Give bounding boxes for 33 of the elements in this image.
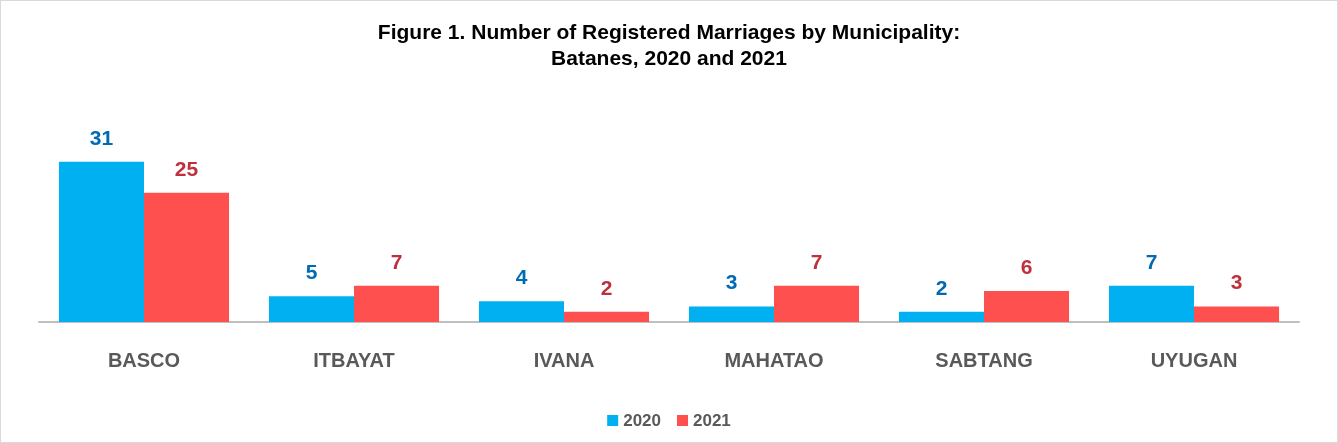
legend-label: 2020 — [623, 411, 662, 430]
bar — [984, 290, 1070, 322]
data-label: 7 — [1145, 249, 1158, 273]
data-label: 25 — [174, 156, 199, 180]
bar — [354, 285, 440, 322]
x-tick-label: UYUGAN — [1150, 349, 1238, 371]
data-label: 7 — [390, 249, 403, 273]
bar — [478, 301, 564, 322]
x-tick-label: MAHATAO — [724, 349, 824, 371]
data-label: 6 — [1020, 254, 1033, 278]
data-label: 2 — [935, 275, 948, 299]
chart-title: Figure 1. Number of Registered Marriages by Municipality: Batanes, 2020 and 2021 — [377, 19, 961, 69]
legend-label: 2021 — [693, 411, 731, 430]
bar — [268, 296, 354, 322]
bar — [1194, 306, 1280, 322]
data-label: 3 — [725, 270, 738, 294]
bar — [898, 311, 984, 322]
data-label: 2 — [600, 275, 613, 299]
bar — [774, 285, 860, 322]
bar — [564, 311, 650, 322]
x-tick-label: ITBAYAT — [313, 349, 395, 371]
bar — [1108, 285, 1194, 322]
data-label: 31 — [89, 125, 114, 149]
x-tick-label: SABTANG — [935, 349, 1033, 371]
bar — [144, 192, 230, 322]
data-label: 4 — [515, 265, 528, 289]
bar — [58, 161, 144, 322]
x-tick-label: IVANA — [533, 349, 595, 371]
bar — [688, 306, 774, 322]
data-label: 3 — [1230, 270, 1243, 294]
data-label: 7 — [810, 249, 823, 273]
data-label: 5 — [305, 260, 318, 284]
x-tick-label: BASCO — [107, 349, 181, 371]
